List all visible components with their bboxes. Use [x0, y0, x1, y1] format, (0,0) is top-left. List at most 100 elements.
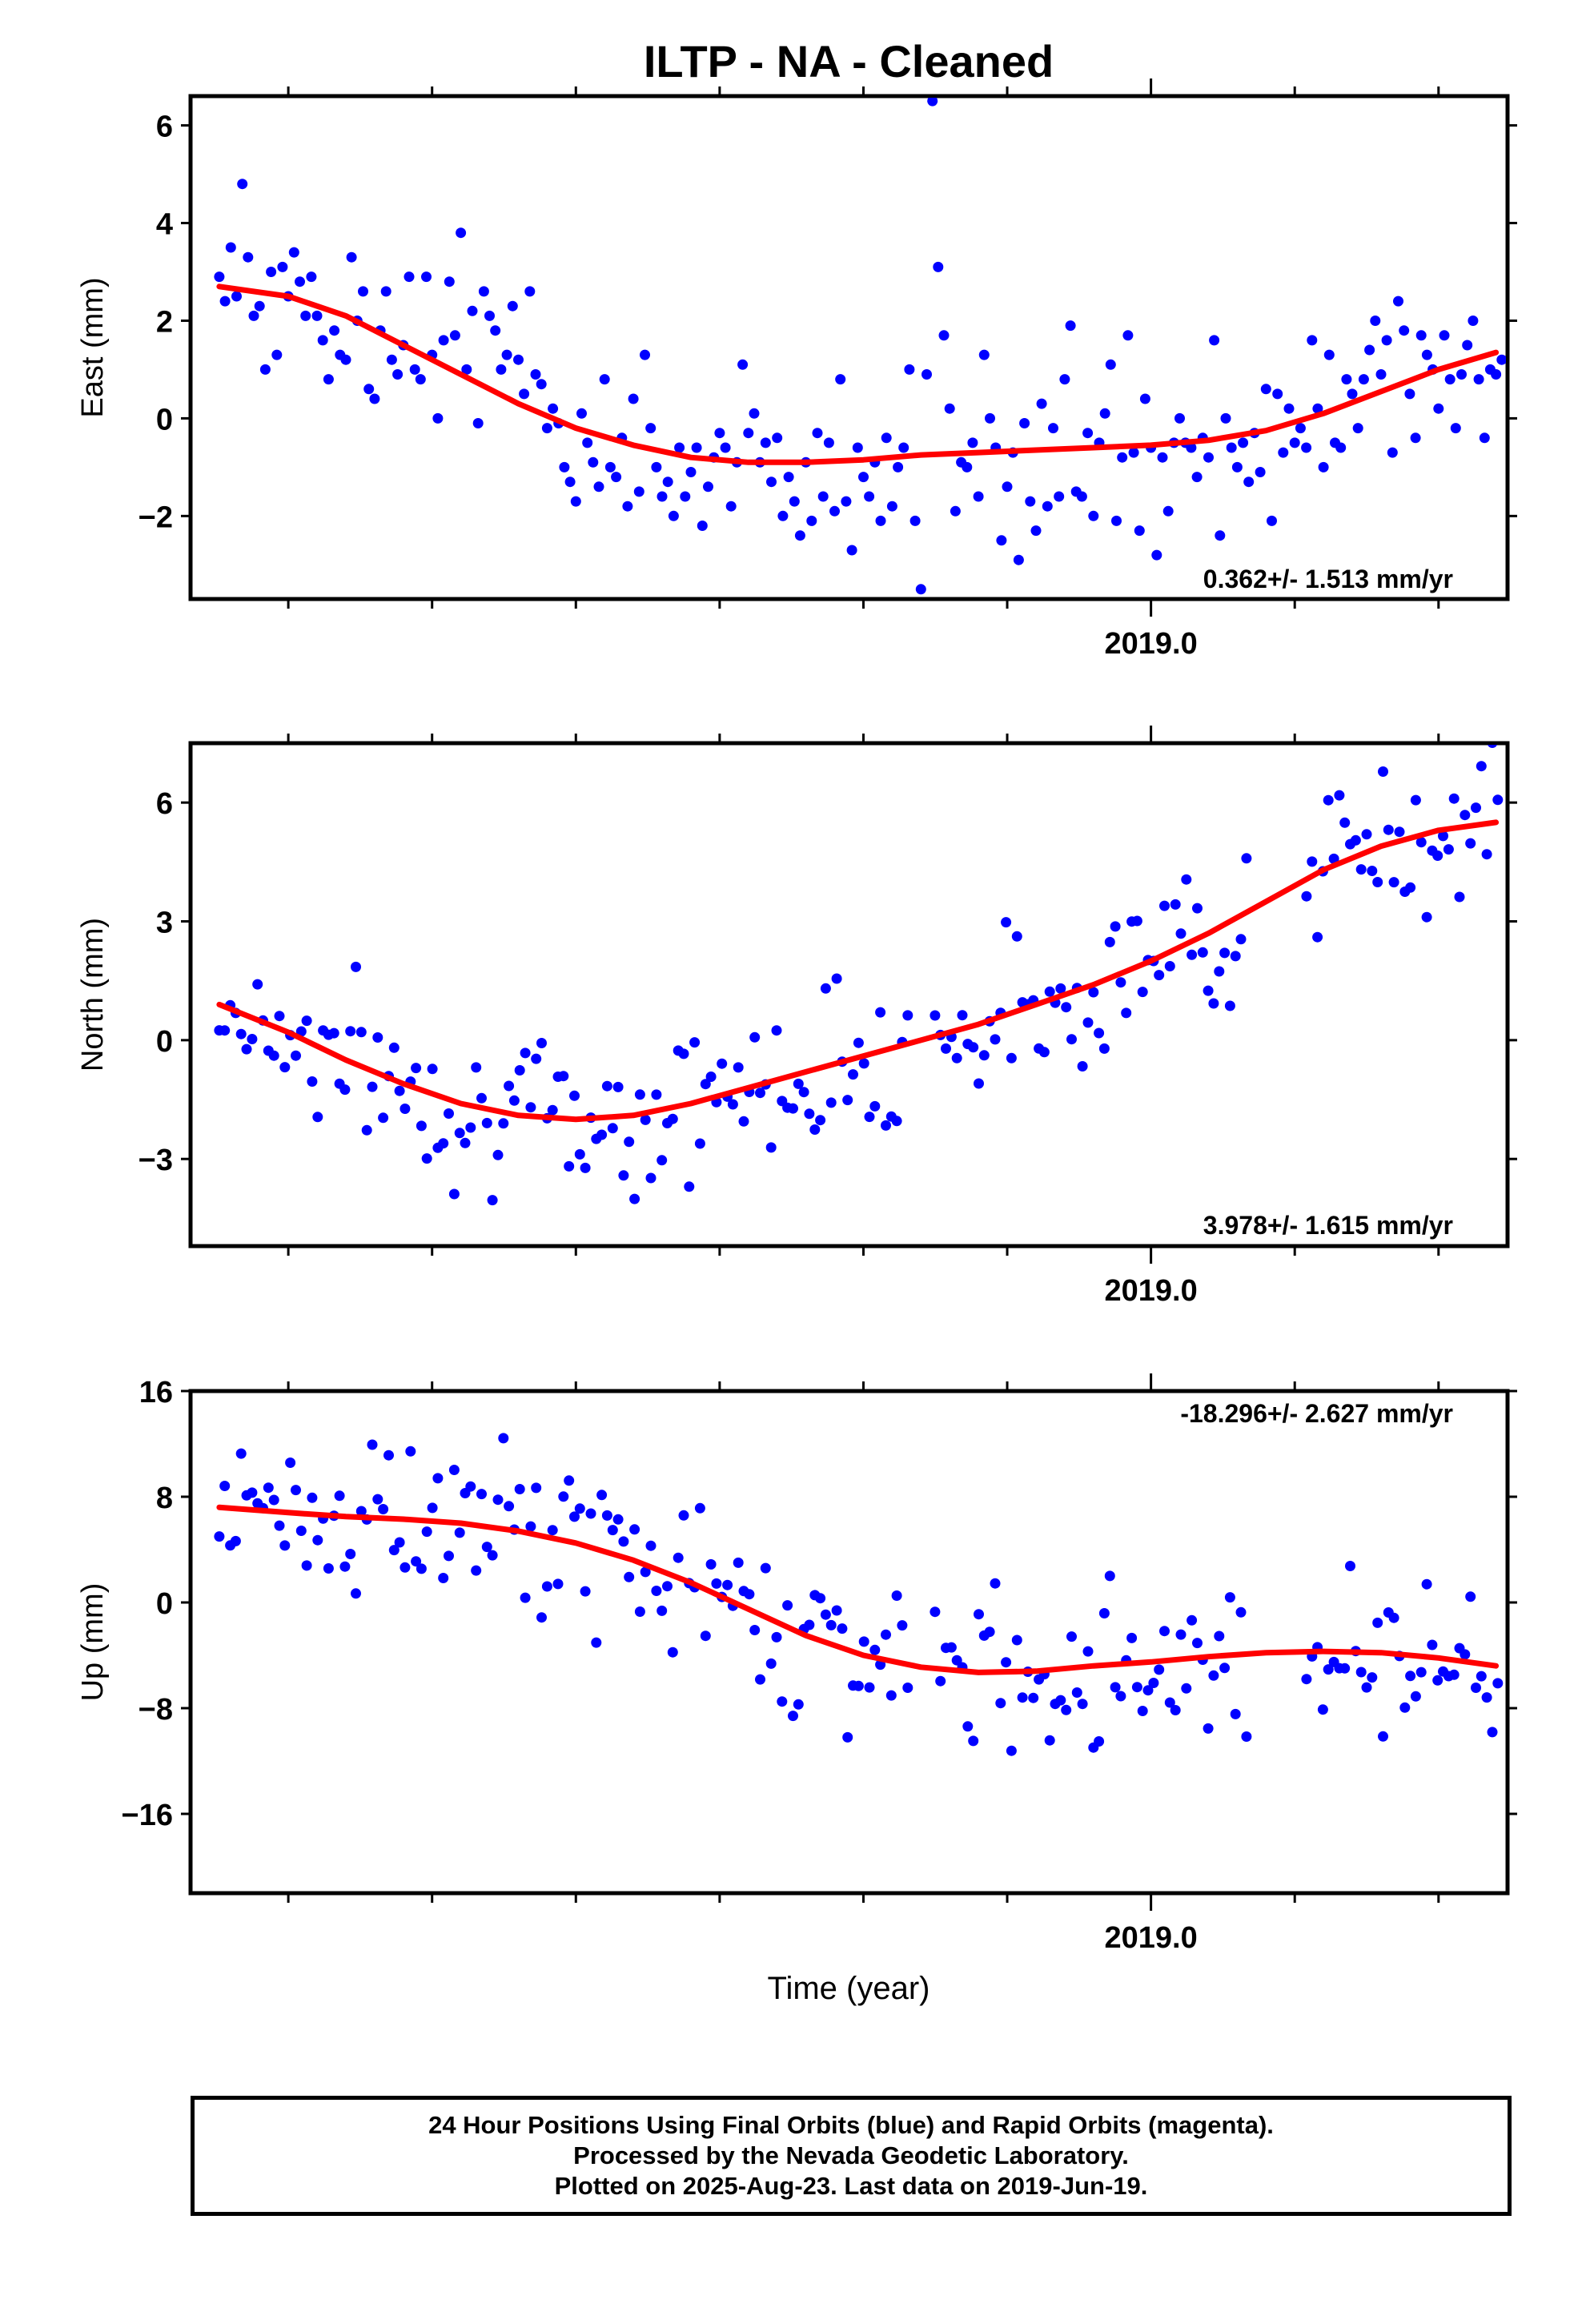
data-point [380, 286, 391, 297]
data-point [1131, 915, 1142, 927]
data-point [1235, 1606, 1247, 1618]
y-tick-label: −16 [122, 1799, 173, 1832]
data-point [1203, 1723, 1214, 1734]
data-point [1094, 1027, 1105, 1039]
data-point [881, 1629, 891, 1640]
data-point [1307, 335, 1318, 346]
data-point [1318, 461, 1329, 472]
data-point [432, 1473, 444, 1484]
data-point [1019, 418, 1030, 428]
data-point [902, 1010, 913, 1021]
data-point [498, 1433, 509, 1444]
data-point [1364, 344, 1375, 356]
data-point [1471, 802, 1481, 814]
data-point [1471, 1683, 1481, 1693]
data-point [252, 979, 263, 990]
data-point [1433, 403, 1444, 414]
data-point [1115, 977, 1126, 988]
data-point [481, 1542, 492, 1553]
data-point [514, 1065, 525, 1076]
data-point [416, 1563, 427, 1574]
rate-label: -18.296+/- 2.627 mm/yr [1180, 1399, 1453, 1428]
data-point [1450, 423, 1461, 434]
data-point [720, 442, 731, 453]
data-point [372, 1032, 383, 1043]
data-point [825, 1097, 837, 1108]
data-point [766, 476, 777, 488]
data-point [1061, 1704, 1072, 1715]
y-tick-label: −3 [139, 1144, 173, 1177]
data-point [323, 374, 334, 385]
data-point [858, 472, 869, 483]
y-axis-label: East (mm) [76, 277, 110, 417]
data-point [624, 1136, 635, 1148]
data-point [837, 1623, 848, 1634]
data-point [580, 1162, 591, 1173]
data-point [461, 364, 472, 375]
data-point [604, 461, 616, 472]
data-point [552, 1578, 564, 1590]
data-point [1110, 921, 1121, 932]
data-point [432, 412, 444, 424]
data-point [760, 1562, 771, 1574]
data-point [1260, 384, 1271, 395]
data-point [601, 1510, 612, 1521]
data-point [930, 1010, 941, 1021]
data-point [798, 1087, 809, 1098]
data-point [588, 456, 599, 468]
data-point [771, 1025, 782, 1036]
data-point [323, 1563, 334, 1574]
data-point [1352, 423, 1363, 434]
data-point [607, 1123, 618, 1134]
data-point [1025, 496, 1036, 507]
data-point [1496, 354, 1506, 365]
data-point [525, 1521, 536, 1532]
data-point [593, 481, 604, 493]
data-point [957, 1010, 968, 1021]
data-point [853, 1037, 864, 1048]
y-tick-label: 0 [156, 1025, 173, 1059]
data-point [1175, 1629, 1186, 1640]
data-point [438, 1573, 449, 1583]
data-point [409, 364, 420, 375]
data-point [869, 1644, 881, 1655]
data-point [1421, 349, 1432, 360]
data-point [1066, 1034, 1077, 1045]
data-point [662, 476, 673, 488]
data-point [235, 1028, 247, 1039]
data-point [1438, 830, 1448, 842]
data-point [415, 374, 426, 385]
data-point [853, 1680, 864, 1691]
data-point [355, 1506, 367, 1517]
data-point [558, 1071, 569, 1082]
data-point [411, 1556, 422, 1567]
data-point [394, 1537, 405, 1548]
data-point [421, 1526, 432, 1538]
data-point [1361, 829, 1372, 840]
data-point [444, 276, 455, 287]
data-point [378, 1112, 389, 1124]
data-point [1355, 1667, 1367, 1678]
data-point [782, 1600, 793, 1611]
data-point [1220, 412, 1231, 424]
data-point [1117, 452, 1128, 463]
data-point [1115, 1691, 1126, 1702]
data-point [869, 1100, 881, 1112]
data-point [492, 1149, 504, 1160]
data-point [456, 227, 467, 239]
data-point [214, 271, 225, 283]
data-point [1481, 1692, 1492, 1703]
data-point [628, 393, 639, 404]
data-point [951, 1655, 962, 1666]
data-point [891, 1116, 902, 1127]
data-point [1367, 866, 1378, 876]
data-point [564, 1475, 575, 1486]
footer-line-1: 24 Hour Positions Using Final Orbits (bl… [428, 2111, 1274, 2139]
y-tick-label: 6 [156, 111, 173, 144]
data-point [743, 428, 754, 439]
data-point [904, 364, 915, 375]
data-point [678, 1048, 689, 1059]
data-point [1154, 970, 1165, 981]
data-point [427, 1063, 438, 1075]
